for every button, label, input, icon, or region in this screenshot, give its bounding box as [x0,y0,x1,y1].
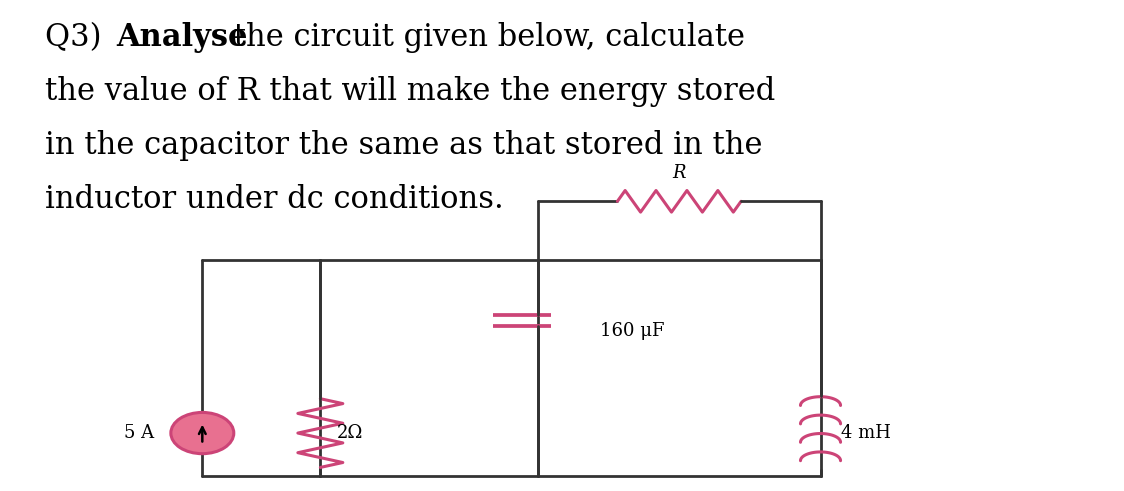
Text: 4 mH: 4 mH [841,424,890,442]
Text: the value of R that will make the energy stored: the value of R that will make the energy… [45,76,776,107]
Text: the circuit given below, calculate: the circuit given below, calculate [224,22,745,53]
Text: 160 μF: 160 μF [600,322,664,340]
Text: R: R [672,164,686,182]
Text: Q3): Q3) [45,22,111,53]
Text: 5 A: 5 A [124,424,154,442]
Ellipse shape [171,412,234,454]
Text: inductor under dc conditions.: inductor under dc conditions. [45,184,504,215]
Text: Analyse: Analyse [116,22,247,53]
Text: 2Ω: 2Ω [337,424,363,442]
Text: in the capacitor the same as that stored in the: in the capacitor the same as that stored… [45,130,762,161]
